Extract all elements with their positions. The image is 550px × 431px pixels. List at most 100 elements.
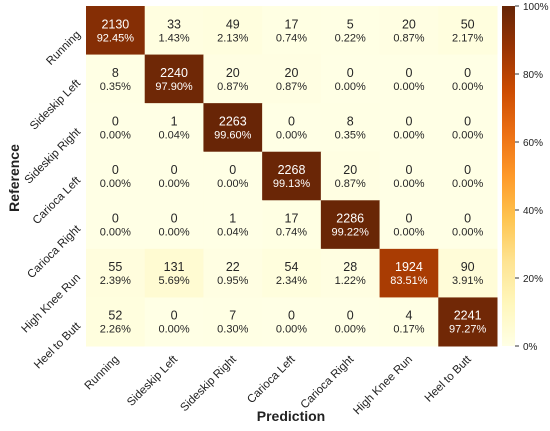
cell-percent-label: 0.22%: [335, 32, 366, 44]
heatmap-cell: [438, 6, 498, 56]
cell-count-label: 2240: [160, 66, 188, 80]
cell-percent-label: 1.43%: [158, 32, 189, 44]
cell-count-label: 7: [229, 309, 236, 323]
heatmap-cell: [379, 200, 439, 250]
heatmap-cell: [262, 297, 322, 347]
cell-percent-label: 5.69%: [158, 275, 189, 287]
heatmap-cell: [144, 151, 204, 201]
cell-count-label: 0: [112, 114, 119, 128]
cell-percent-label: 97.90%: [155, 81, 193, 93]
cell-count-label: 0: [464, 212, 471, 226]
cell-percent-label: 99.60%: [214, 129, 252, 141]
cell-percent-label: 0.00%: [335, 81, 366, 93]
cell-percent-label: 0.00%: [452, 81, 483, 93]
cell-count-label: 33: [167, 17, 181, 31]
cell-count-label: 0: [347, 309, 354, 323]
cell-percent-label: 0.00%: [158, 178, 189, 190]
y-tick-label: Sideskip Left: [28, 77, 84, 133]
cell-count-label: 0: [464, 114, 471, 128]
cell-count-label: 49: [226, 17, 240, 31]
cell-count-label: 28: [343, 260, 357, 274]
cell-percent-label: 0.00%: [100, 178, 131, 190]
colorbar-tick-label: 100%: [523, 2, 549, 13]
cell-count-label: 8: [347, 114, 354, 128]
heatmap-cell: [144, 297, 204, 347]
heatmap-cell: [144, 200, 204, 250]
heatmap-cell: [86, 297, 146, 347]
heatmap-cell: [320, 248, 381, 298]
cell-percent-label: 0.00%: [100, 227, 131, 239]
cell-percent-label: 0.74%: [276, 227, 307, 239]
cell-percent-label: 83.51%: [390, 275, 428, 287]
cell-count-label: 2130: [101, 17, 129, 31]
cell-percent-label: 0.87%: [217, 81, 248, 93]
cell-count-label: 20: [343, 163, 357, 177]
heatmap-cell: [144, 248, 204, 298]
heatmap-cell: [86, 151, 146, 201]
cell-percent-label: 99.22%: [332, 227, 370, 239]
heatmap-cell: [379, 6, 439, 56]
heatmap-cells: 213092.45%331.43%492.13%170.74%50.22%200…: [86, 6, 498, 347]
cell-count-label: 0: [171, 163, 178, 177]
cell-count-label: 2268: [278, 163, 306, 177]
cell-percent-label: 99.13%: [273, 178, 311, 190]
cell-count-label: 1: [229, 212, 236, 226]
cell-percent-label: 0.74%: [276, 32, 307, 44]
heatmap-cell: [86, 54, 146, 104]
x-axis-label: Prediction: [257, 408, 325, 424]
cell-percent-label: 0.35%: [335, 129, 366, 141]
cell-percent-label: 0.00%: [393, 178, 424, 190]
x-tick-label: Carioca Left: [245, 353, 298, 406]
heatmap-cell: [379, 103, 439, 153]
heatmap-cell: [379, 151, 439, 201]
cell-count-label: 5: [347, 17, 354, 31]
heatmap-cell: [262, 248, 322, 298]
colorbar-ticks: 0% 20% 40% 60% 80% 100%: [515, 2, 549, 353]
colorbar-tick-label: 40%: [523, 206, 543, 217]
cell-percent-label: 0.00%: [217, 178, 248, 190]
heatmap-cell: [438, 103, 498, 153]
cell-percent-label: 0.87%: [393, 32, 424, 44]
x-tick-label: Running: [83, 354, 122, 393]
heatmap-cell: [203, 297, 263, 347]
cell-count-label: 2241: [454, 309, 482, 323]
colorbar-tick-label: 0%: [523, 342, 538, 353]
cell-count-label: 20: [285, 66, 299, 80]
heatmap-cell: [320, 54, 381, 104]
cell-percent-label: 0.00%: [393, 129, 424, 141]
cell-percent-label: 0.00%: [276, 324, 307, 336]
colorbar-tick-label: 60%: [523, 138, 543, 149]
cell-percent-label: 0.35%: [100, 81, 131, 93]
cell-percent-label: 0.00%: [335, 324, 366, 336]
cell-percent-label: 0.00%: [158, 324, 189, 336]
heatmap-cell: [438, 151, 498, 201]
colorbar: [502, 6, 515, 346]
y-axis-label: Reference: [6, 144, 22, 212]
cell-count-label: 1: [171, 114, 178, 128]
cell-percent-label: 97.27%: [449, 324, 487, 336]
cell-count-label: 0: [464, 66, 471, 80]
cell-percent-label: 0.30%: [217, 324, 248, 336]
heatmap-cell: [144, 54, 204, 104]
cell-percent-label: 0.00%: [158, 227, 189, 239]
cell-count-label: 0: [464, 163, 471, 177]
cell-count-label: 2286: [336, 212, 364, 226]
cell-count-label: 54: [285, 260, 299, 274]
heatmap-cell: [262, 6, 322, 56]
cell-count-label: 0: [112, 163, 119, 177]
cell-count-label: 0: [112, 212, 119, 226]
cell-count-label: 90: [461, 260, 475, 274]
x-tick-label: Heel to Butt: [423, 353, 475, 405]
cell-percent-label: 3.91%: [452, 275, 483, 287]
y-tick-label: Carioca Left: [31, 174, 84, 227]
cell-percent-label: 0.00%: [452, 129, 483, 141]
cell-count-label: 17: [285, 17, 299, 31]
cell-count-label: 131: [164, 260, 185, 274]
cell-percent-label: 2.26%: [100, 324, 131, 336]
heatmap-cell: [86, 248, 146, 298]
cell-count-label: 1924: [395, 260, 423, 274]
cell-count-label: 0: [288, 114, 295, 128]
x-tick-label: Sideskip Left: [125, 353, 181, 409]
